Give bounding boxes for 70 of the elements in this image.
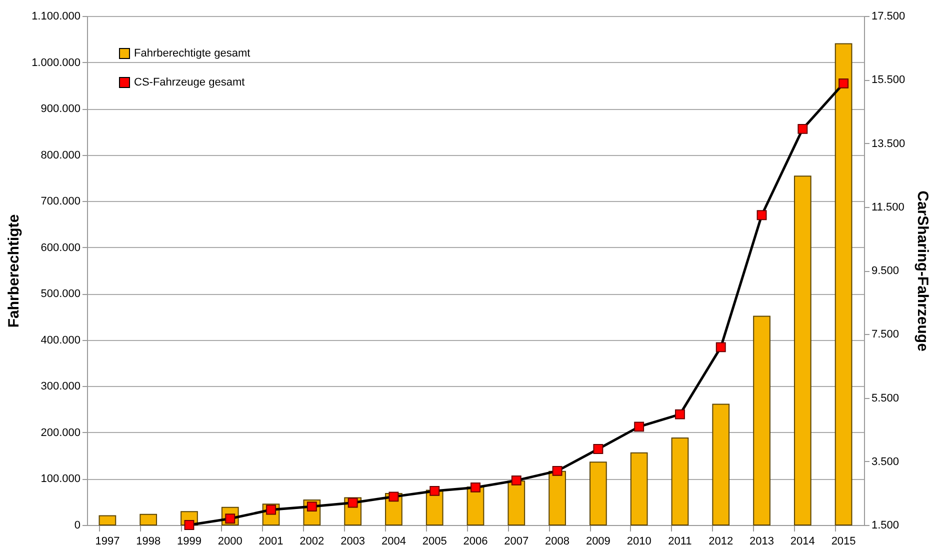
y-tick-label: 900.000 [40, 103, 80, 116]
y2-tick-label: 3.500 [872, 456, 900, 468]
point [593, 444, 604, 454]
legend-label: CS-Fahrzeuge gesamt [134, 76, 245, 88]
bar [508, 480, 526, 526]
point [511, 475, 522, 486]
bar [590, 462, 607, 526]
x-tick-label: 1998 [136, 536, 161, 548]
y2-tick-label: 1.500 [872, 520, 900, 532]
y2-tick-label: 5.500 [872, 392, 900, 404]
y2-tick-label: 15.500 [872, 74, 906, 86]
x-tick-label: 2003 [340, 536, 366, 548]
bar [712, 404, 730, 526]
x-tick-label: 2011 [668, 536, 692, 548]
x-tick-label: 2005 [422, 536, 447, 548]
x-tick-label: 2002 [300, 536, 324, 548]
legend-label: Fahrberechtigte gesamt [134, 48, 250, 60]
x-tick-label: 2007 [504, 536, 529, 548]
point [552, 466, 562, 476]
y-tick-label: 300.000 [40, 380, 80, 393]
x-tick-label: 2010 [626, 536, 652, 548]
x-tick-label: 2006 [463, 536, 488, 548]
bar [548, 470, 566, 526]
x-tick-label: 2013 [750, 536, 774, 548]
y-tick-label: 0 [74, 520, 80, 532]
y-tick-label: 1.000.000 [32, 56, 80, 69]
point [184, 520, 194, 530]
y-tick-label: 800.000 [40, 149, 80, 162]
point [348, 498, 358, 508]
y2-tick-label: 13.500 [872, 138, 906, 150]
point [470, 482, 480, 492]
bar [834, 43, 852, 526]
x-tick-label: 2009 [586, 536, 610, 548]
point [716, 342, 726, 352]
y-tick-label: 600.000 [40, 242, 80, 254]
bar [794, 176, 812, 526]
y2-tick-label: 9.500 [872, 265, 900, 277]
y-axis-title: Fahrberechtigte [6, 214, 23, 328]
x-tick-label: 2001 [258, 536, 284, 548]
x-tick-label: 2000 [218, 536, 242, 548]
y-tick-label: 400.000 [40, 334, 80, 346]
y2-tick-label: 7.500 [872, 328, 900, 341]
point [634, 422, 644, 432]
point [430, 486, 440, 496]
y2-axis-title: CarSharing-Fahrzeuge [914, 190, 932, 352]
bar [98, 515, 116, 526]
y-tick-label: 200.000 [40, 426, 80, 439]
bar [140, 514, 158, 526]
x-tick-label: 2004 [381, 536, 406, 548]
bar [671, 438, 689, 526]
y2-tick-label: 11.500 [872, 201, 904, 214]
y-tick-label: 1.100.000 [32, 10, 80, 22]
point [798, 124, 808, 134]
point [756, 210, 767, 220]
y-tick-label: 100.000 [40, 473, 80, 486]
x-tick-label: 2014 [790, 536, 815, 548]
point [388, 492, 399, 502]
x-tick-label: 2012 [708, 536, 734, 548]
x-tick-label: 1997 [95, 536, 120, 548]
y-tick-label: 500.000 [40, 288, 80, 300]
x-tick-label: 2015 [831, 536, 856, 548]
y-tick-label: 700.000 [40, 196, 80, 208]
point [306, 502, 317, 512]
point [675, 409, 685, 420]
point [838, 78, 849, 88]
x-tick-label: 2008 [545, 536, 570, 548]
x-tick-label: 1999 [176, 536, 202, 548]
y2-tick-label: 17.500 [872, 10, 906, 22]
bar [630, 452, 648, 526]
bar [753, 316, 770, 526]
